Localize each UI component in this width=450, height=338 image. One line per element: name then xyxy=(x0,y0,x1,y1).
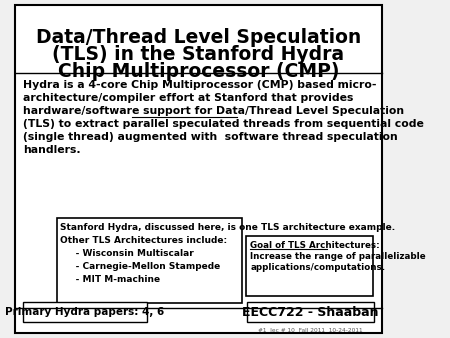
Text: Goal of TLS Architectures:: Goal of TLS Architectures: xyxy=(250,241,380,250)
Text: - Wisconsin Multiscalar: - Wisconsin Multiscalar xyxy=(60,249,194,258)
Text: - MIT M-machine: - MIT M-machine xyxy=(60,275,160,284)
Text: #1  lec # 10  Fall 2011  10-24-2011: #1 lec # 10 Fall 2011 10-24-2011 xyxy=(258,328,363,333)
FancyBboxPatch shape xyxy=(246,236,373,296)
FancyBboxPatch shape xyxy=(15,5,382,333)
Text: (TLS) in the Stanford Hydra: (TLS) in the Stanford Hydra xyxy=(52,45,345,64)
FancyBboxPatch shape xyxy=(57,218,242,303)
Text: Chip Multiprocessor (CMP): Chip Multiprocessor (CMP) xyxy=(58,62,339,81)
Text: - Carnegie-Mellon Stampede: - Carnegie-Mellon Stampede xyxy=(60,262,220,271)
Text: (single thread) augmented with  software thread speculation: (single thread) augmented with software … xyxy=(23,132,398,142)
Text: Data/Thread Level Speculation: Data/Thread Level Speculation xyxy=(36,28,361,47)
Text: applications/computations.: applications/computations. xyxy=(250,263,385,272)
Text: handlers.: handlers. xyxy=(23,145,81,155)
Text: architecture/compiler effort at Stanford that provides: architecture/compiler effort at Stanford… xyxy=(23,93,354,103)
FancyBboxPatch shape xyxy=(23,302,147,322)
Text: EECC722 - Shaaban: EECC722 - Shaaban xyxy=(242,306,378,318)
Text: Hydra is a 4-core Chip Multiprocessor (CMP) based micro-: Hydra is a 4-core Chip Multiprocessor (C… xyxy=(23,80,377,90)
Text: hardware/software support for Data/Thread Level Speculation: hardware/software support for Data/Threa… xyxy=(23,106,404,116)
Text: Stanford Hydra, discussed here, is one TLS architecture example.: Stanford Hydra, discussed here, is one T… xyxy=(60,223,395,232)
Text: Primary Hydra papers: 4, 6: Primary Hydra papers: 4, 6 xyxy=(5,307,165,317)
Text: Increase the range of parallelizable: Increase the range of parallelizable xyxy=(250,252,426,261)
Text: Other TLS Architectures include:: Other TLS Architectures include: xyxy=(60,236,227,245)
Text: (TLS) to extract parallel speculated threads from sequential code: (TLS) to extract parallel speculated thr… xyxy=(23,119,424,129)
FancyBboxPatch shape xyxy=(247,302,374,322)
